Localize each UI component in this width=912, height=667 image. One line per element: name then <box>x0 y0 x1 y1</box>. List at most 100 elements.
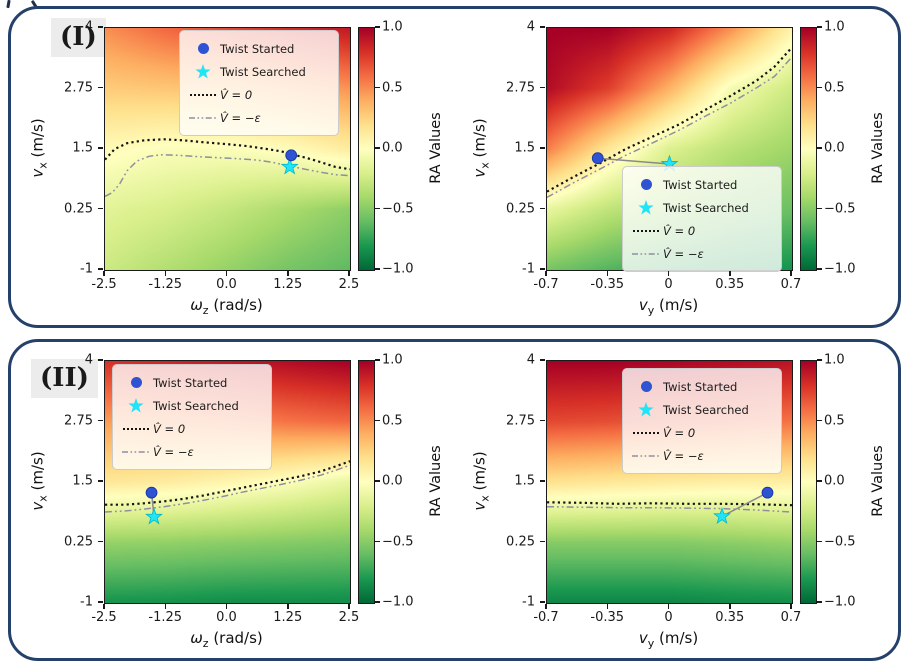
x-axis-label: ωz (rad/s) <box>190 296 263 317</box>
subplot-II-omega-z: Twist Started Twist Searched V̂ = 0 V̂ = −ε… <box>19 352 469 654</box>
x-tick-label: 0 <box>664 277 673 292</box>
x-axis-label: ωz (rad/s) <box>190 629 263 650</box>
colorbar-tick-label: −1.0 <box>824 594 856 610</box>
colorbar-tick-label: −0.5 <box>824 534 856 549</box>
subplot-I-omega-z: Twist Started Twist Searched V̂ = 0 V̂ = −ε… <box>19 19 469 321</box>
x-tick-mark <box>225 604 228 609</box>
y-tick-mark <box>540 147 545 149</box>
colorbar-tick-mark <box>817 540 822 543</box>
legend-label: V̂ = −ε <box>220 110 261 125</box>
colorbar-tick-label: −0.5 <box>382 534 414 549</box>
legend-label: V̂ = −ε <box>663 246 704 261</box>
y-tick-mark <box>98 268 103 270</box>
y-tick-label: 1.5 <box>72 473 93 489</box>
colorbar-tick-mark <box>817 419 822 422</box>
legend-label: V̂ = −ε <box>153 444 194 459</box>
x-tick-mark <box>348 604 350 609</box>
x-tick-mark <box>287 604 289 609</box>
colorbar-tick-label: 0.5 <box>824 80 845 95</box>
y-tick-mark <box>98 147 103 149</box>
axes-area: Twist Started Twist Searched V̂ = 0 V̂ = −ε <box>546 27 793 272</box>
colorbar-tick-mark <box>375 86 380 89</box>
plot-legend: Twist Started Twist Searched V̂ = 0 V̂ = −ε <box>112 364 272 470</box>
x-tick-label: 0.35 <box>715 277 745 292</box>
y-tick-label: 4 <box>526 352 535 368</box>
legend-row: V̂ = −ε <box>186 106 332 129</box>
plot-legend: Twist Started Twist Searched V̂ = 0 V̂ = −ε <box>622 368 782 474</box>
y-tick-label: 1.5 <box>514 140 535 156</box>
colorbar-tick-label: 0.0 <box>382 473 403 489</box>
legend-label: Twist Started <box>220 41 295 56</box>
x-tick-mark <box>164 271 166 276</box>
y-tick-label: 4 <box>526 19 535 35</box>
legend-star-symbol <box>629 199 663 217</box>
cropped-label-fragment <box>6 0 11 9</box>
x-tick-label: 1.25 <box>273 610 303 625</box>
axes-area: Twist Started Twist Searched V̂ = 0 V̂ = −ε <box>104 27 351 271</box>
x-tick-mark <box>103 604 105 609</box>
x-tick-label: -0.7 <box>533 277 559 292</box>
colorbar-tick-label: 0.0 <box>824 140 845 156</box>
colorbar-tick-mark <box>375 480 380 482</box>
y-tick-label: 2.75 <box>64 80 93 95</box>
y-axis-label: vx (m/s) <box>470 118 492 178</box>
subplot-I-vy: Twist Started Twist Searched V̂ = 0 V̂ = −ε… <box>461 19 911 321</box>
legend-dashdot-symbol <box>119 450 153 454</box>
legend-row: V̂ = −ε <box>119 440 265 463</box>
contour-overlay <box>105 138 350 198</box>
x-tick-mark <box>667 271 670 276</box>
y-tick-label: -1 <box>80 261 93 277</box>
y-tick-label: -1 <box>522 594 535 610</box>
legend-dotted-symbol <box>629 431 663 434</box>
v0-contour-line <box>547 501 792 507</box>
x-tick-label: -1.25 <box>148 277 183 292</box>
y-tick-mark <box>98 26 103 28</box>
legend-row: Twist Searched <box>186 60 332 83</box>
legend-dotted-symbol <box>119 427 153 430</box>
colorbar-label: RA Values <box>428 112 444 184</box>
y-tick-mark <box>98 86 103 89</box>
colorbar-tick-mark <box>817 86 822 89</box>
x-tick-label: -0.35 <box>590 610 625 625</box>
colorbar-tick-mark <box>375 419 380 422</box>
legend-star-symbol <box>186 63 220 81</box>
x-tick-mark <box>606 604 608 609</box>
plot-legend: Twist Started Twist Searched V̂ = 0 V̂ = −ε <box>622 166 782 272</box>
legend-dotted-symbol <box>629 229 663 232</box>
x-tick-label: 0 <box>664 610 673 625</box>
axes-area: Twist Started Twist Searched V̂ = 0 V̂ = −ε <box>546 360 793 604</box>
legend-dot-symbol <box>186 43 220 54</box>
x-tick-label: 2.5 <box>338 610 360 625</box>
legend-dashdot-symbol <box>186 116 220 120</box>
x-tick-mark <box>729 604 731 609</box>
y-tick-mark <box>540 540 545 543</box>
legend-row: V̂ = 0 <box>186 83 332 106</box>
legend-dot-symbol <box>119 377 153 388</box>
colorbar-tick-label: −1.0 <box>824 261 856 277</box>
y-tick-mark <box>98 540 103 543</box>
colorbar <box>800 27 817 271</box>
panel-I: (I) Twist Started Twist Searched V̂ = 0 V̂ … <box>8 6 901 328</box>
colorbar-label: RA Values <box>870 112 886 184</box>
y-axis-label: vx (m/s) <box>28 451 50 511</box>
colorbar-tick-mark <box>817 480 822 482</box>
x-tick-mark <box>667 604 670 609</box>
legend-row: V̂ = 0 <box>629 219 775 242</box>
y-tick-label: 0.25 <box>506 534 535 549</box>
colorbar-tick-label: 0.5 <box>382 80 403 95</box>
v0-contour-line <box>105 138 350 171</box>
colorbar <box>358 27 375 271</box>
legend-row: Twist Started <box>629 173 775 196</box>
colorbar-tick-label: 0.0 <box>382 140 403 156</box>
x-tick-label: 0.7 <box>780 610 802 625</box>
contour-overlay <box>105 460 350 525</box>
y-axis-label: vx (m/s) <box>470 451 492 511</box>
twist-started-marker <box>761 486 774 499</box>
legend-label: Twist Searched <box>663 200 749 215</box>
legend-label: V̂ = 0 <box>153 421 186 436</box>
x-tick-label: 2.5 <box>338 277 360 292</box>
y-tick-mark <box>98 601 103 603</box>
x-tick-label: 0.35 <box>715 610 745 625</box>
colorbar-tick-mark <box>375 601 380 603</box>
